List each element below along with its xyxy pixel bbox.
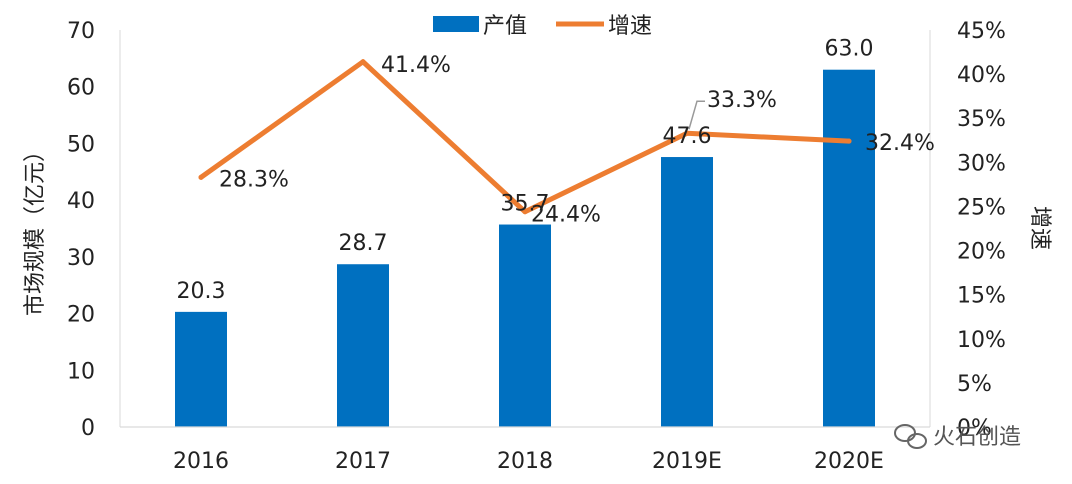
right-tick-label: 5% bbox=[957, 372, 992, 397]
left-tick-label: 40 bbox=[67, 189, 95, 214]
growth-value-label: 32.4% bbox=[865, 131, 935, 156]
line-series bbox=[198, 59, 852, 215]
right-tick-label: 30% bbox=[957, 151, 1006, 176]
right-tick-label: 40% bbox=[957, 63, 1006, 88]
line-point bbox=[360, 59, 366, 65]
left-tick-label: 20 bbox=[67, 303, 95, 328]
bar bbox=[661, 157, 713, 428]
growth-value-label: 33.3% bbox=[707, 88, 777, 113]
right-tick-label: 35% bbox=[957, 107, 1006, 132]
bar-value-label: 35.7 bbox=[501, 192, 550, 217]
x-axis-categories: 2016 2017 2018 2019E 2020E bbox=[173, 449, 884, 474]
growth-line bbox=[198, 59, 852, 215]
x-tick-label: 2020E bbox=[814, 449, 884, 474]
right-tick-label: 0% bbox=[957, 416, 992, 441]
watermark: 火石创造 bbox=[894, 424, 1021, 450]
bar bbox=[175, 311, 227, 427]
right-tick-label: 10% bbox=[957, 328, 1006, 353]
line-point bbox=[198, 174, 204, 180]
legend-line-label: 增速 bbox=[608, 14, 652, 39]
x-tick-label: 2019E bbox=[652, 449, 722, 474]
bar-series bbox=[175, 69, 875, 428]
bar-value-label: 28.7 bbox=[339, 231, 388, 256]
left-axis-ticks: 0 10 20 30 40 50 60 70 bbox=[67, 19, 95, 441]
data-labels: 20.3 28.7 35.7 47.6 63.0 28.3% 41.4% 24.4% 33.3%… bbox=[177, 37, 935, 304]
line-point bbox=[522, 209, 528, 215]
left-tick-label: 10 bbox=[67, 359, 95, 384]
left-tick-label: 30 bbox=[67, 246, 95, 271]
bar bbox=[499, 224, 551, 427]
right-axis-title: 增速 bbox=[1027, 206, 1052, 250]
label-leader-line bbox=[688, 100, 705, 130]
right-tick-label: 25% bbox=[957, 195, 1006, 220]
legend: 产值 增速 bbox=[433, 14, 652, 39]
right-tick-label: 20% bbox=[957, 240, 1006, 265]
right-tick-label: 45% bbox=[957, 19, 1006, 44]
left-tick-label: 50 bbox=[67, 132, 95, 157]
left-axis-title: 市场规模（亿元） bbox=[23, 140, 48, 316]
bar-value-label: 63.0 bbox=[825, 37, 874, 62]
bar-value-label: 47.6 bbox=[663, 124, 712, 149]
left-tick-label: 60 bbox=[67, 76, 95, 101]
left-tick-label: 70 bbox=[67, 19, 95, 44]
x-tick-label: 2016 bbox=[173, 449, 229, 474]
wechat-icon bbox=[894, 424, 927, 449]
line-point bbox=[684, 130, 690, 136]
growth-value-label: 24.4% bbox=[531, 203, 601, 228]
right-tick-label: 15% bbox=[957, 284, 1006, 309]
bar-value-label: 20.3 bbox=[177, 279, 226, 304]
legend-bar-label: 产值 bbox=[483, 14, 527, 39]
x-tick-label: 2018 bbox=[497, 449, 553, 474]
legend-bar-swatch bbox=[433, 16, 479, 32]
growth-value-label: 28.3% bbox=[219, 167, 289, 192]
watermark-text: 火石创造 bbox=[933, 425, 1021, 450]
line-point bbox=[846, 138, 852, 144]
right-axis-ticks: 0% 5% 10% 15% 20% 25% 30% 35% 40% 45% bbox=[957, 19, 1006, 441]
bar bbox=[823, 69, 875, 427]
growth-value-label: 41.4% bbox=[381, 53, 451, 78]
x-tick-label: 2017 bbox=[335, 449, 391, 474]
bar bbox=[337, 264, 389, 427]
left-tick-label: 0 bbox=[81, 416, 95, 441]
